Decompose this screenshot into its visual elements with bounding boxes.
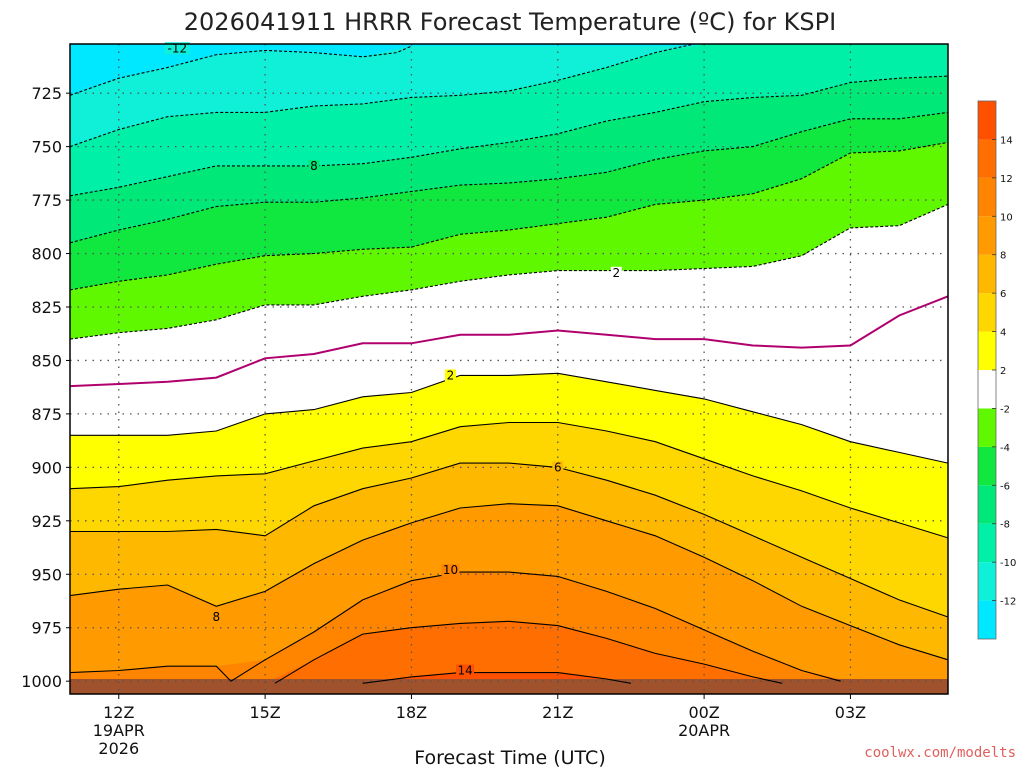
contour-12: [274, 620, 783, 684]
colorbar-tick-label: -10: [1000, 558, 1016, 569]
x-tick-sublabel: 19APR: [93, 721, 145, 740]
contour-label-minus12: -12: [168, 41, 188, 55]
colorbar-swatch: [978, 254, 996, 294]
contour-8: [69, 503, 949, 661]
band-above-12: [70, 621, 948, 694]
colorbar-tick-label: 2: [1000, 366, 1006, 377]
x-tick-label: 00Z: [688, 703, 719, 722]
contour-label-8: 8: [213, 610, 221, 624]
colorbar-tick-label: -4: [1000, 443, 1010, 454]
y-tick-label: 825: [31, 298, 62, 317]
contour-0: [69, 295, 949, 388]
colorbar-tick-label: -6: [1000, 481, 1010, 492]
contour-label-bg: [610, 266, 622, 279]
contour-label-bg: [441, 563, 460, 576]
contour-4: [69, 421, 949, 539]
colorbar-swatch: [978, 446, 996, 486]
colorbar-tick-label: -2: [1000, 404, 1010, 415]
colorbar-tick-label: -12: [1000, 597, 1016, 608]
colorbar-tick-label: 6: [1000, 289, 1006, 300]
colorbar-tick-label: 4: [1000, 328, 1006, 339]
colorbar-swatch: [978, 370, 996, 409]
colorbar-tick-label: 10: [1000, 212, 1013, 223]
contour-minus4: [69, 141, 949, 291]
contour-minus8: [69, 75, 949, 197]
contour-lines: -12 8 2 2 6 8 10 14: [69, 41, 949, 684]
y-tick-label: 875: [31, 405, 62, 424]
plot-frame: [69, 43, 949, 695]
colorbar-swatch: [978, 408, 996, 447]
contour-label-minus2: 2: [612, 266, 620, 280]
credit-text[interactable]: coolwx.com/modelts: [864, 745, 1016, 761]
plot-area: [70, 44, 948, 694]
x-tick-sublabel: 2026: [98, 739, 139, 758]
colorbar-swatch: [978, 216, 996, 255]
x-tick-label: 18Z: [396, 703, 427, 722]
colorbar-swatch: [978, 139, 996, 178]
contour-label-bg: [210, 611, 222, 624]
contour-minus12: [69, 45, 412, 96]
contour-label-minus8: 8: [310, 159, 318, 173]
y-tick-label: 775: [31, 191, 62, 210]
colorbar-swatch: [978, 101, 996, 140]
x-tick-label: 15Z: [249, 703, 280, 722]
contour-10: [69, 571, 841, 682]
contour-minus2: [69, 203, 949, 340]
y-tick-label: 975: [31, 619, 62, 638]
colorbar-swatch: [978, 485, 996, 524]
y-tick-label: 925: [31, 512, 62, 531]
colorbar: 14 12 10 8 6 4 2 -2 -4 -6 -8 -10 -12: [977, 100, 1016, 640]
y-tick-label: 750: [31, 138, 62, 157]
contour-label-6: 6: [554, 460, 562, 474]
contour-minus6: [69, 111, 949, 244]
contour-label-bg: [164, 42, 190, 55]
x-tick-label: 21Z: [542, 703, 573, 722]
contour-label-14: 14: [457, 663, 472, 677]
ground-surface: [70, 679, 948, 694]
contour-minus10: [69, 43, 695, 148]
y-tick-label: 1000: [21, 672, 62, 691]
colorbar-tick-label: -8: [1000, 520, 1010, 531]
colorbar-swatch: [978, 523, 996, 563]
contour-label-10: 10: [443, 563, 458, 577]
colorbar-tick-label: 12: [1000, 174, 1013, 185]
colorbar-tick-label: 8: [1000, 251, 1006, 262]
y-tick-label: 800: [31, 245, 62, 264]
x-tick-label: 03Z: [835, 703, 866, 722]
colorbar-swatch: [978, 331, 996, 370]
colorbar-tick-label: 14: [1000, 135, 1013, 146]
colorbar-swatch: [978, 177, 996, 217]
contour-14: [362, 672, 631, 684]
y-axis: 725 750 775 800 825 850 875 900 925 950 975 1000: [21, 84, 70, 691]
x-axis-label: Forecast Time (UTC): [414, 747, 605, 768]
y-tick-label: 950: [31, 565, 62, 584]
colorbar-swatch: [978, 293, 996, 332]
y-tick-label: 850: [31, 351, 62, 370]
contour-label-2: 2: [447, 368, 455, 382]
x-tick-label: 12Z: [103, 703, 134, 722]
contour-label-bg: [552, 461, 564, 474]
contour-label-bg: [456, 664, 475, 677]
x-tick-sublabel: 20APR: [678, 721, 730, 740]
colorbar-swatch: [978, 562, 996, 601]
contour-2: [70, 372, 949, 464]
contour-label-bg: [444, 369, 456, 382]
contour-6: [70, 462, 949, 618]
y-tick-label: 725: [31, 84, 62, 103]
colorbar-swatch: [978, 600, 996, 639]
chart-title: 2026041911 HRRR Forecast Temperature (ºC…: [184, 8, 836, 36]
contour-label-bg: [308, 159, 320, 172]
y-tick-label: 900: [31, 458, 62, 477]
